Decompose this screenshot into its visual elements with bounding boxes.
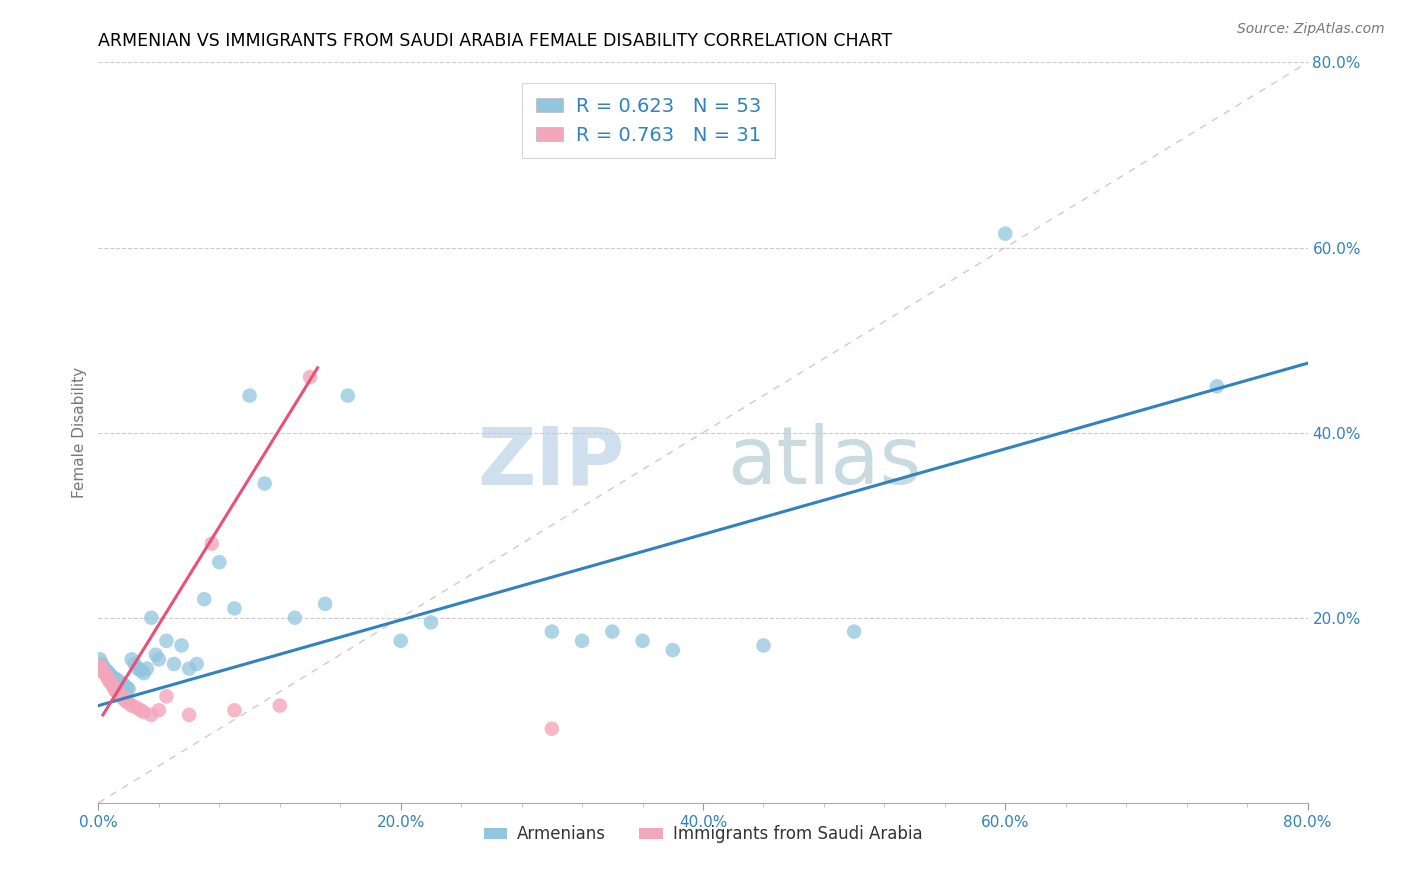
Point [132,705,155,719]
Point [89,652,111,666]
Point [389,633,412,648]
Point [121,698,143,713]
Point [420,615,443,630]
Point [114,694,136,708]
Point [193,592,215,607]
Point [110,675,132,690]
Point [201,536,224,550]
Point [129,664,152,678]
Point [224,601,246,615]
Point [155,690,177,704]
Text: ZIP: ZIP [477,423,624,501]
Point [124,657,146,671]
Point [125,700,148,714]
Point [540,624,562,639]
Point [115,681,138,695]
Point [94,668,117,682]
Point [98,673,121,688]
Point [103,671,125,685]
Point [631,633,654,648]
Point [148,703,170,717]
Point [994,227,1017,241]
Point [127,662,149,676]
Point [148,652,170,666]
Point [107,687,129,701]
Point [96,671,118,685]
Text: ARMENIAN VS IMMIGRANTS FROM SAUDI ARABIA FEMALE DISABILITY CORRELATION CHART: ARMENIAN VS IMMIGRANTS FROM SAUDI ARABIA… [98,32,893,50]
Point [132,666,155,681]
Point [661,643,683,657]
Point [110,690,132,704]
Point [253,476,276,491]
Legend: Armenians, Immigrants from Saudi Arabia: Armenians, Immigrants from Saudi Arabia [477,819,929,850]
Point [104,672,127,686]
Point [299,370,322,384]
Point [602,624,624,639]
Point [104,682,127,697]
Point [114,680,136,694]
Point [105,685,128,699]
Point [111,690,134,704]
Point [90,662,112,676]
Point [155,633,177,648]
Point [98,666,121,681]
Point [112,692,135,706]
Point [121,652,143,666]
Text: Source: ZipAtlas.com: Source: ZipAtlas.com [1237,22,1385,37]
Y-axis label: Female Disability: Female Disability [72,367,87,499]
Point [103,680,125,694]
Point [101,670,124,684]
Text: atlas: atlas [727,423,921,501]
Point [93,662,115,676]
Point [89,658,111,673]
Point [284,610,307,624]
Point [540,722,562,736]
Point [224,703,246,717]
Point [108,675,131,690]
Point [96,665,118,679]
Point [163,657,186,671]
Point [93,666,115,681]
Point [129,703,152,717]
Point [170,639,193,653]
Point [112,678,135,692]
Point [94,664,117,678]
Point [269,698,291,713]
Point [141,707,163,722]
Point [208,555,231,569]
Point [118,681,141,696]
Point [118,696,141,710]
Point [752,639,775,653]
Point [179,662,201,676]
Point [186,657,208,671]
Point [571,633,593,648]
Point [179,707,201,722]
Point [1206,379,1229,393]
Point [145,648,167,662]
Point [239,388,262,402]
Point [111,677,134,691]
Point [90,657,112,671]
Point [91,658,114,673]
Point [91,665,114,679]
Point [105,673,128,687]
Point [107,673,129,688]
Point [100,675,122,690]
Point [844,624,866,639]
Point [135,662,157,676]
Point [141,610,163,624]
Point [100,668,122,682]
Point [101,677,124,691]
Point [314,597,336,611]
Point [336,388,359,402]
